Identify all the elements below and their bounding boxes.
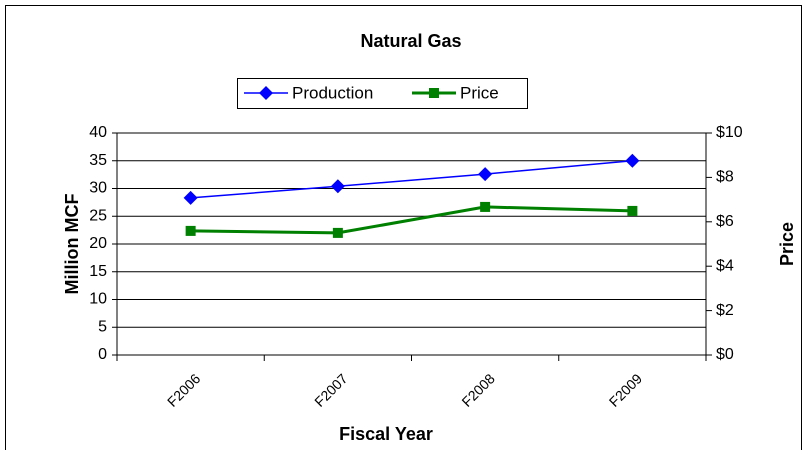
y-axis-label: Million MCF bbox=[62, 194, 82, 295]
data-point bbox=[478, 167, 493, 182]
x-tick-label: F2008 bbox=[458, 370, 498, 410]
y-tick-label: 15 bbox=[89, 263, 107, 280]
y-tick-label: 25 bbox=[89, 207, 107, 224]
x-tick-label: F2009 bbox=[606, 370, 646, 410]
y-tick-label: 5 bbox=[98, 318, 107, 335]
y2-tick-label: $0 bbox=[716, 346, 734, 363]
x-tick-label: F2006 bbox=[164, 370, 204, 410]
y-tick-label: 20 bbox=[89, 235, 107, 252]
y2-tick-label: $8 bbox=[716, 169, 734, 186]
legend-label: Production bbox=[292, 83, 373, 102]
y2-tick-label: $6 bbox=[716, 213, 734, 230]
y-tick-label: 10 bbox=[89, 291, 107, 308]
y-tick-label: 0 bbox=[98, 346, 107, 363]
chart-title: Natural Gas bbox=[360, 31, 461, 51]
series-line bbox=[190, 205, 633, 235]
legend-swatch-marker bbox=[259, 86, 273, 100]
y2-tick-label: $10 bbox=[716, 124, 743, 141]
x-axis-label: Fiscal Year bbox=[339, 424, 433, 444]
series-line bbox=[190, 160, 633, 199]
data-point bbox=[627, 205, 638, 216]
legend-label: Price bbox=[460, 83, 499, 102]
data-point bbox=[330, 179, 345, 194]
y-tick-label: 30 bbox=[89, 180, 107, 197]
legend-swatch-marker bbox=[429, 88, 439, 98]
data-point bbox=[183, 190, 198, 205]
y-tick-label: 40 bbox=[89, 124, 107, 141]
data-point bbox=[332, 227, 343, 238]
x-tick-label: F2007 bbox=[311, 370, 351, 410]
chart-border bbox=[5, 5, 802, 450]
y2-axis-label: Price bbox=[777, 222, 797, 266]
data-point bbox=[185, 225, 196, 236]
y-tick-label: 35 bbox=[89, 152, 107, 169]
data-point bbox=[625, 153, 640, 168]
y2-tick-label: $4 bbox=[716, 257, 734, 274]
data-point bbox=[480, 201, 491, 212]
y2-tick-label: $2 bbox=[716, 302, 734, 319]
